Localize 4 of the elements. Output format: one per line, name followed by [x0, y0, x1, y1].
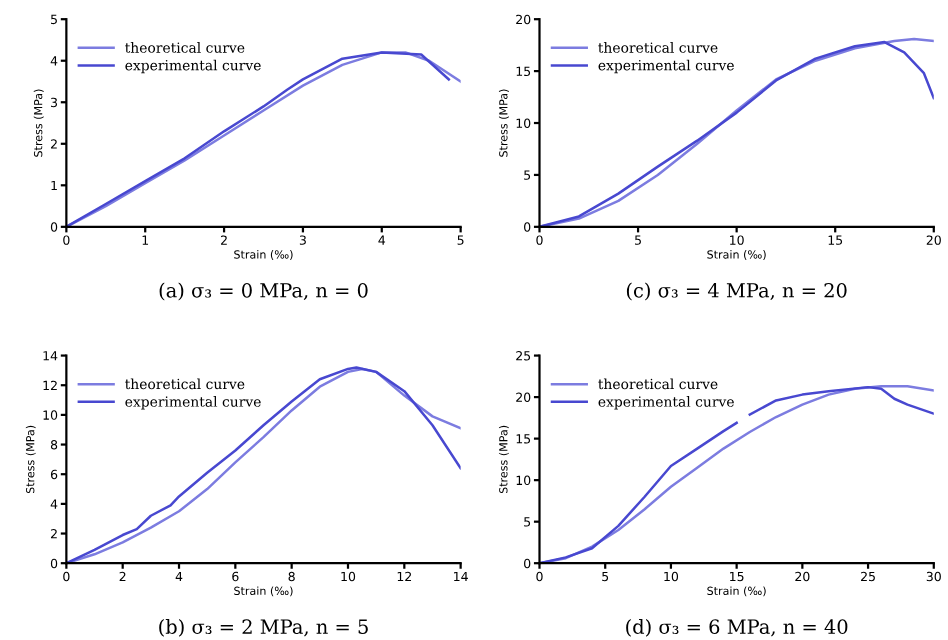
text: (b) σ₃ = 2 MPa, n = 5 [159, 618, 368, 637]
text: (d) σ₃ = 6 MPa, n = 40 [626, 618, 848, 637]
text: (a) σ₃ = 0 MPa, n = 0 [159, 282, 368, 301]
text: (c) σ₃ = 4 MPa, n = 20 [626, 282, 847, 301]
